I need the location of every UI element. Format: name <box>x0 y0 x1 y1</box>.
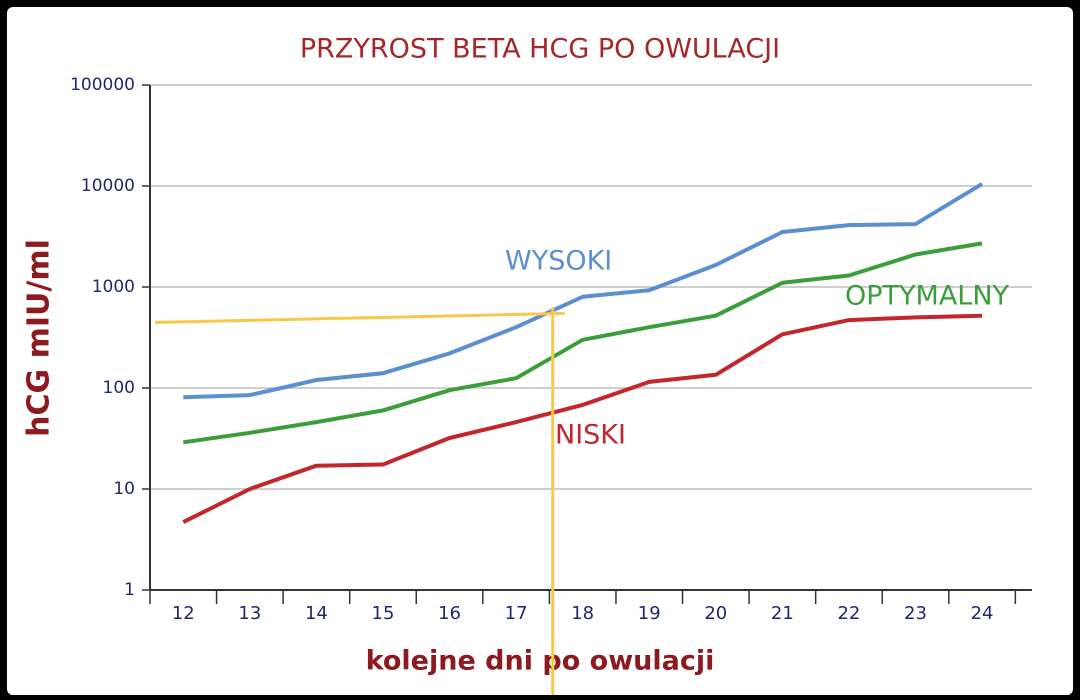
series-label: NISKI <box>555 420 626 451</box>
x-tick-label: 20 <box>704 603 727 624</box>
x-tick-label: 12 <box>172 603 195 624</box>
x-tick-label: 22 <box>837 603 860 624</box>
reference-line-horizontal <box>154 311 565 324</box>
series-label: OPTYMALNY <box>845 281 1010 312</box>
x-tick-label: 14 <box>305 603 328 624</box>
y-tick-label: 100 <box>103 378 135 398</box>
x-tick-label: 24 <box>971 603 994 624</box>
series-line <box>183 182 984 400</box>
series-label: WYSOKI <box>505 246 612 277</box>
x-tick-label: 13 <box>238 603 261 624</box>
x-tick-label: 23 <box>904 603 927 624</box>
chart-background <box>7 7 1073 695</box>
y-axis-label: hCG mIU/ml <box>22 239 57 437</box>
x-tick-label: 21 <box>771 603 794 624</box>
x-tick-label: 19 <box>638 603 661 624</box>
y-tick-label: 100000 <box>70 75 135 95</box>
y-tick-label: 1000 <box>92 277 135 297</box>
series-line <box>182 313 983 524</box>
x-tick-label: 17 <box>505 603 528 624</box>
series-line <box>183 241 983 445</box>
y-tick-label: 10000 <box>81 176 135 196</box>
y-tick-label: 10 <box>113 479 135 499</box>
x-tick-label: 15 <box>372 603 395 624</box>
chart-title: PRZYROST BETA HCG PO OWULACJI <box>300 34 780 65</box>
x-tick-label: 16 <box>438 603 461 624</box>
x-tick-label: 18 <box>571 603 594 624</box>
x-axis-label: kolejne dni po owulacji <box>366 646 715 677</box>
y-tick-label: 1 <box>124 580 135 600</box>
